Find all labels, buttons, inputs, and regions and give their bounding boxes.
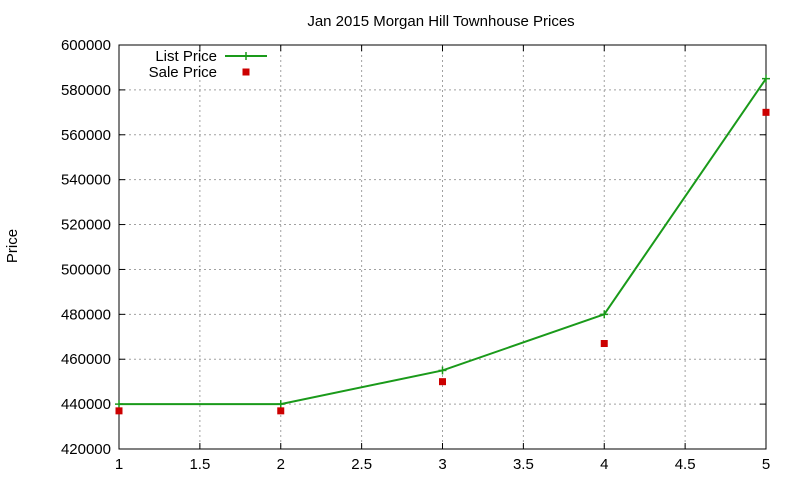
sale-price-point (600, 340, 608, 348)
x-tick-label: 1 (115, 456, 123, 473)
y-tick-label: 500000 (61, 261, 111, 278)
list-price-point (762, 74, 770, 83)
legend-marker-list-price (242, 52, 250, 60)
y-tick-label: 480000 (61, 306, 111, 323)
x-tick-label: 1.5 (189, 456, 210, 473)
sale-price-point (439, 378, 446, 386)
y-tick-label: 600000 (61, 37, 111, 54)
y-tick-label: 580000 (61, 82, 111, 99)
legend-marker-sale-price (242, 68, 250, 76)
grid-lines (119, 45, 766, 449)
list-price-point (438, 366, 447, 375)
series-layer (115, 74, 770, 415)
sale-price-point (277, 407, 285, 415)
y-axis-title: Price (4, 229, 21, 263)
x-tick-label: 2 (277, 456, 285, 473)
x-tick-label: 3.5 (513, 456, 534, 473)
y-tick-label: 440000 (61, 396, 111, 413)
legend-label-list-price: List Price (155, 48, 217, 65)
x-tick-label: 4.5 (675, 456, 696, 473)
legend-label-sale-price: Sale Price (149, 64, 217, 81)
x-tick-label: 5 (762, 456, 770, 473)
axis-ticks: 1 1.5 2 2.5 3 3.5 4 4.5 5 420000 440000 460000 48000… (61, 37, 770, 473)
y-tick-label: 560000 (61, 127, 111, 144)
y-tick-label: 520000 (61, 217, 111, 234)
chart-title: Jan 2015 Morgan Hill Townhouse Prices (307, 13, 574, 30)
x-tick-label: 4 (600, 456, 608, 473)
list-price-point (600, 310, 609, 319)
sale-price-point (762, 108, 770, 116)
sale-price-point (115, 407, 123, 415)
y-tick-label: 460000 (61, 351, 111, 368)
x-tick-label: 2.5 (351, 456, 372, 473)
y-tick-label: 540000 (61, 172, 111, 189)
list-price-point (115, 400, 123, 409)
x-tick-label: 3 (438, 456, 446, 473)
y-tick-label: 420000 (61, 441, 111, 458)
list-price-point (276, 400, 285, 409)
